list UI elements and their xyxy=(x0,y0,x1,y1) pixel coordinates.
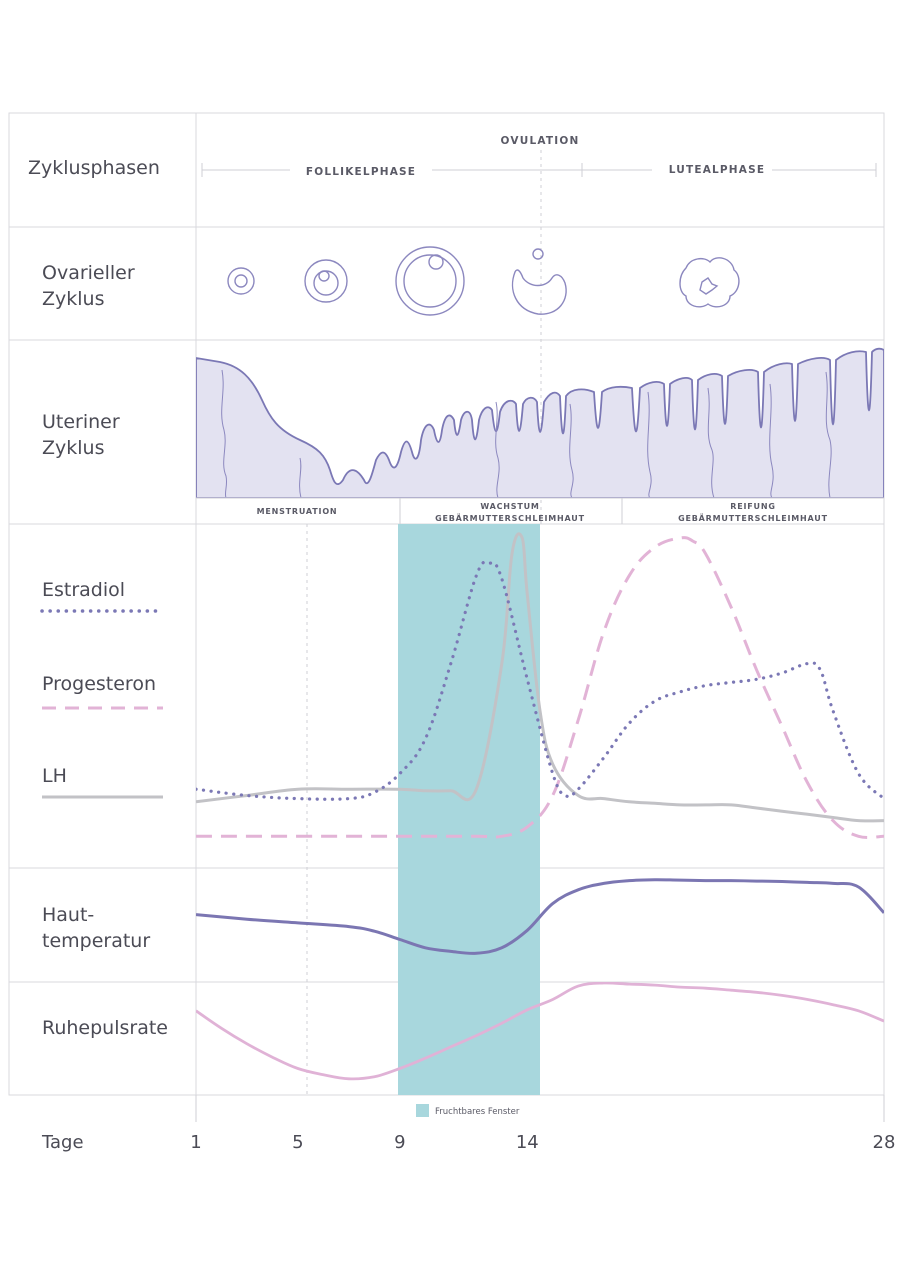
luteal-phase-label: LUTEALPHASE xyxy=(669,164,766,176)
fertile-window-legend: Fruchtbares Fenster xyxy=(416,1104,520,1117)
phase-header: OVULATION FOLLIKELPHASE LUTEALPHASE xyxy=(201,135,877,178)
row-label-phases: Zyklusphasen xyxy=(28,157,160,179)
series-estradiol-line xyxy=(196,560,884,801)
legend-progesterone-label: Progesteron xyxy=(42,673,156,695)
uterine-phase-growth-line1: WACHSTUM xyxy=(480,502,539,511)
hormone-legend: Estradiol Progesteron LH xyxy=(40,579,165,799)
primary-follicle-icon xyxy=(227,267,255,295)
secondary-follicle-icon xyxy=(304,259,348,303)
x-axis-label: Tage xyxy=(41,1132,84,1153)
series-progesterone-line xyxy=(196,536,884,840)
ovulating-follicle-icon xyxy=(511,248,567,315)
uterine-phase-maturation-line1: REIFUNG xyxy=(730,502,775,511)
row-label-skin-temp-2: temperatur xyxy=(42,930,150,952)
row-label-ovarian-2: Zyklus xyxy=(42,288,104,310)
corpus-luteum-icon xyxy=(679,257,740,308)
ovulation-label: OVULATION xyxy=(501,135,580,147)
x-tick-14: 14 xyxy=(516,1132,539,1153)
follicular-phase-label: FOLLIKELPHASE xyxy=(306,166,416,178)
row-label-uterine-1: Uteriner xyxy=(42,411,120,433)
uterine-phase-maturation-line2: GEBÄRMUTTERSCHLEIMHAUT xyxy=(678,513,828,523)
x-axis: Tage 1 5 9 14 28 xyxy=(41,1095,895,1153)
x-tick-28: 28 xyxy=(873,1132,896,1153)
series-lh-line xyxy=(196,532,884,823)
row-label-resting-pulse: Ruhepulsrate xyxy=(42,1017,168,1039)
series-skin-temp-line xyxy=(196,878,884,955)
fertile-window-swatch xyxy=(416,1104,429,1117)
endometrium-layer xyxy=(196,347,884,498)
fertile-window-label: Fruchtbares Fenster xyxy=(435,1107,520,1117)
x-tick-1: 1 xyxy=(190,1132,201,1153)
uterine-phase-growth-line2: GEBÄRMUTTERSCHLEIMHAUT xyxy=(435,513,585,523)
row-label-uterine-2: Zyklus xyxy=(42,437,104,459)
fertile-window-band xyxy=(398,524,540,1095)
legend-estradiol-label: Estradiol xyxy=(42,579,125,601)
row-label-skin-temp-1: Haut- xyxy=(42,904,94,926)
series-resting-pulse-line xyxy=(196,982,884,1081)
legend-lh-label: LH xyxy=(42,765,67,787)
x-tick-9: 9 xyxy=(394,1132,405,1153)
uterine-phase-menstruation: MENSTRUATION xyxy=(257,507,338,516)
mature-follicle-icon xyxy=(395,246,465,316)
ovarian-illustrations xyxy=(227,246,740,316)
endometrial-vessels xyxy=(221,369,832,498)
row-label-ovarian-1: Ovarieller xyxy=(42,262,135,284)
uterine-illustration xyxy=(196,347,884,498)
x-tick-5: 5 xyxy=(292,1132,303,1153)
x-axis-ticks: 1 5 9 14 28 xyxy=(190,1132,895,1153)
